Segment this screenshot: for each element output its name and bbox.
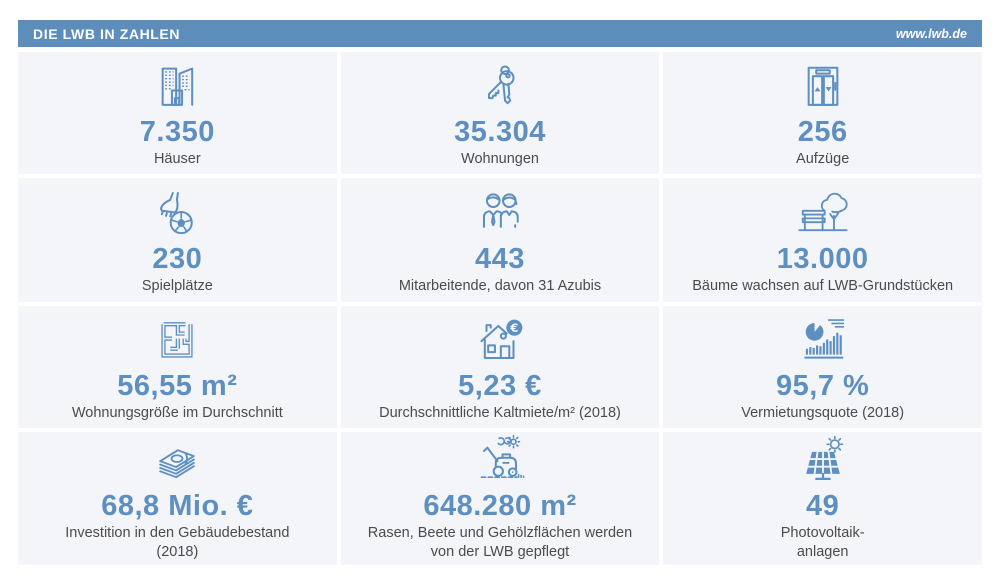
lawnmower-icon (471, 434, 529, 489)
buildings-icon (150, 57, 204, 115)
stat-value: 49 (806, 489, 840, 522)
stat-label: Durchschnittliche Kaltmiete/m² (2018) (379, 405, 621, 422)
employees-icon (472, 184, 528, 242)
stat-value: 5,23 € (458, 369, 542, 402)
stat-label: Vermietungsquote (2018) (741, 405, 905, 422)
stat-label: Rasen, Beete und Gehölzflächen werden vo… (367, 525, 633, 561)
stat-value: 13.000 (776, 242, 869, 275)
stat-value: 56,55 m² (117, 369, 238, 402)
stat-value: 648.280 m² (423, 489, 577, 522)
svg-text:€: € (509, 321, 518, 335)
banknotes-icon (148, 435, 206, 489)
soccer-icon (150, 184, 204, 242)
page-title: DIE LWB IN ZAHLEN (33, 25, 181, 42)
stat-label: Wohnungen (461, 151, 539, 168)
stat-label: Mitarbeitende, davon 31 Azubis (398, 278, 602, 295)
stat-cell-wohnungsgroesse: 56,55 m² Wohnungsgröße im Durchschnitt (18, 306, 337, 428)
house-euro-icon: € (471, 311, 529, 369)
stat-cell-kaltmiete: € 5,23 € Durchschnittliche Kaltmiete/m² … (340, 306, 660, 428)
stat-cell-wohnungen: 35.304 Wohnungen (340, 52, 660, 174)
keys-icon (473, 57, 527, 115)
website-link[interactable]: www.lwb.de (895, 26, 967, 41)
stat-cell-baeume: 13.000 Bäume wachsen auf LWB-Grundstücke… (663, 178, 982, 302)
stat-label: Investition in den Gebäudebestand (2018) (65, 525, 290, 561)
stat-label: Wohnungsgröße im Durchschnitt (71, 405, 283, 422)
stat-value: 7.350 (139, 115, 215, 148)
elevator-icon (796, 57, 850, 115)
stat-cell-spielplaetze: 230 Spielplätze (18, 178, 337, 302)
stat-cell-rasen: 648.280 m² Rasen, Beete und Gehölzfläche… (340, 432, 660, 565)
header-bar: DIE LWB IN ZAHLEN www.lwb.de (18, 20, 982, 47)
stat-value: 443 (475, 242, 525, 275)
stat-value: 35.304 (454, 115, 546, 148)
charts-icon (794, 311, 852, 369)
stat-cell-mitarbeitende: 443 Mitarbeitende, davon 31 Azubis (340, 178, 660, 302)
stat-cell-aufzuege: 256 Aufzüge (663, 52, 982, 174)
stat-value: 68,8 Mio. € (101, 489, 254, 522)
solar-panel-icon (795, 435, 851, 489)
stats-grid: 7.350 Häuser 35.304 Wohnungen (18, 52, 982, 565)
stat-cell-photovoltaik: 49 Photovoltaik- anlagen (663, 432, 982, 565)
stat-value: 256 (797, 115, 848, 148)
stat-cell-vermietungsquote: 95,7 % Vermietungsquote (2018) (663, 306, 982, 428)
stat-label: Bäume wachsen auf LWB-Grundstücken (692, 278, 954, 295)
stat-value: 230 (152, 242, 203, 275)
stat-cell-investition: 68,8 Mio. € Investition in den Gebäudebe… (18, 432, 337, 565)
stat-cell-haeuser: 7.350 Häuser (18, 52, 337, 174)
floorplan-icon (150, 311, 204, 369)
stat-label: Spielplätze (141, 278, 213, 295)
stat-value: 95,7 % (776, 369, 870, 402)
stat-label: Häuser (153, 151, 201, 168)
stat-label: Aufzüge (796, 151, 850, 168)
stat-label: Photovoltaik- anlagen (780, 525, 865, 561)
bench-tree-icon (793, 184, 853, 242)
